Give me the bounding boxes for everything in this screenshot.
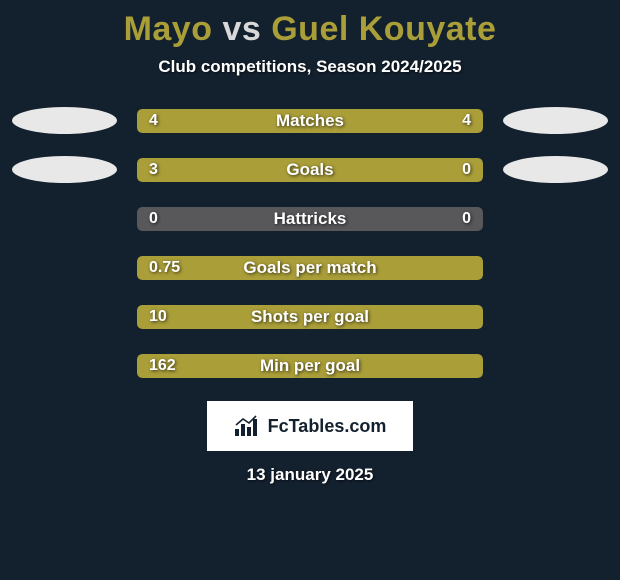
bar-right-fill: [310, 207, 483, 231]
left-team-ellipse: [12, 156, 117, 183]
stat-row: 00Hattricks: [0, 205, 620, 232]
left-team-ellipse: [12, 107, 117, 134]
bar-left-fill: [137, 354, 483, 378]
logo-text: FcTables.com: [268, 416, 387, 437]
bar-left-fill: [137, 256, 483, 280]
bar-bg: [137, 305, 483, 329]
comparison-infographic: Mayo vs Guel Kouyate Club competitions, …: [0, 0, 620, 580]
stat-bar: 00Hattricks: [137, 207, 483, 231]
ellipse-spacer: [12, 352, 117, 379]
stat-bar: 0.75Goals per match: [137, 256, 483, 280]
stat-bar: 10Shots per goal: [137, 305, 483, 329]
bar-bg: [137, 158, 483, 182]
bar-bg: [137, 354, 483, 378]
bar-left-fill: [137, 305, 483, 329]
logo-box: FcTables.com: [207, 401, 413, 451]
bar-left-fill: [137, 158, 397, 182]
right-team-ellipse: [503, 107, 608, 134]
ellipse-spacer: [12, 205, 117, 232]
stat-row: 30Goals: [0, 156, 620, 183]
ellipse-spacer: [12, 303, 117, 330]
stat-row: 0.75Goals per match: [0, 254, 620, 281]
player2-name: Guel Kouyate: [271, 10, 496, 48]
ellipse-spacer: [12, 254, 117, 281]
ellipse-spacer: [503, 254, 608, 281]
subtitle: Club competitions, Season 2024/2025: [0, 57, 620, 77]
stat-row: 10Shots per goal: [0, 303, 620, 330]
ellipse-spacer: [503, 303, 608, 330]
right-team-ellipse: [503, 156, 608, 183]
page-title: Mayo vs Guel Kouyate: [0, 0, 620, 49]
date-text: 13 january 2025: [0, 465, 620, 485]
stat-row: 162Min per goal: [0, 352, 620, 379]
stat-bar: 44Matches: [137, 109, 483, 133]
fctables-chart-icon: [234, 415, 260, 437]
bar-bg: [137, 109, 483, 133]
stat-bar: 162Min per goal: [137, 354, 483, 378]
stat-bar: 30Goals: [137, 158, 483, 182]
vs-text: vs: [222, 10, 261, 48]
bar-right-fill: [397, 158, 484, 182]
stat-row: 44Matches: [0, 107, 620, 134]
bar-right-fill: [310, 109, 483, 133]
stats-block: 44Matches 30Goals 00Hattricks 0.75Goals per…: [0, 107, 620, 379]
bar-left-fill: [137, 109, 310, 133]
bar-left-fill: [137, 207, 310, 231]
ellipse-spacer: [503, 205, 608, 232]
bar-bg: [137, 256, 483, 280]
ellipse-spacer: [503, 352, 608, 379]
bar-bg: [137, 207, 483, 231]
player1-name: Mayo: [124, 10, 213, 48]
